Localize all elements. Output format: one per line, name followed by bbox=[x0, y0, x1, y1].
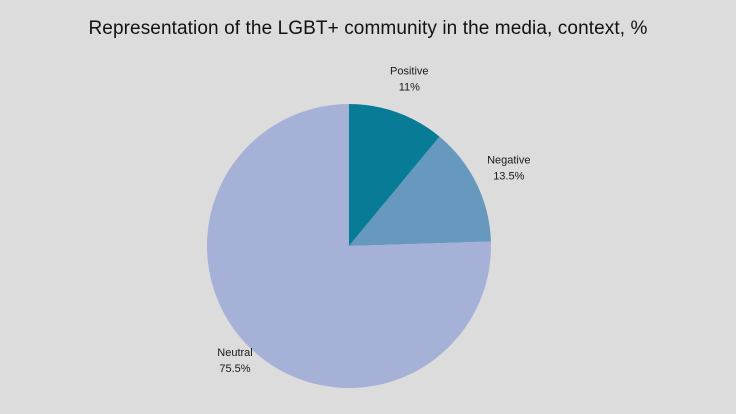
slice-value-neutral: 75.5% bbox=[219, 363, 250, 375]
slice-label-positive: Positive bbox=[390, 66, 429, 78]
slice-label-neutral: Neutral bbox=[217, 347, 252, 359]
slice-value-positive: 11% bbox=[399, 82, 420, 94]
slice-label-negative: Negative bbox=[487, 155, 530, 167]
pie-labels: Positive 11% Negative 13.5% Neutral 75.5% bbox=[217, 66, 530, 376]
slice-value-negative: 13.5% bbox=[493, 171, 524, 183]
pie-slice-negative bbox=[349, 136, 491, 246]
pie-slice-positive bbox=[349, 104, 440, 246]
chart-title: Representation of the LGBT+ community in… bbox=[88, 18, 648, 39]
pie-slice-neutral bbox=[207, 104, 492, 388]
pie-slices bbox=[207, 104, 492, 388]
